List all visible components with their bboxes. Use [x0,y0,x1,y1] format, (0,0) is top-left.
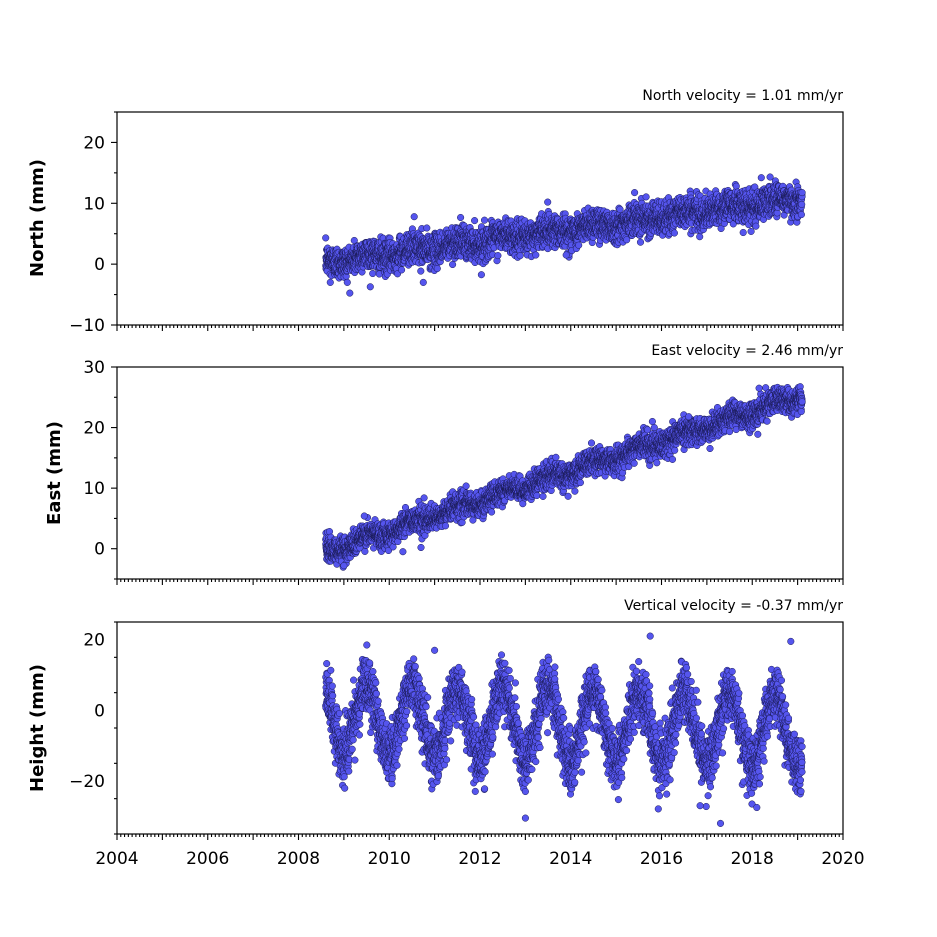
data-point [417,267,425,275]
data-point [322,234,330,242]
data-point [423,224,431,232]
data-points [322,173,806,297]
data-point [494,252,502,260]
data-point [398,266,406,274]
data-point [798,200,806,208]
outlier-point [410,213,418,221]
data-point [449,260,457,269]
outlier-point [326,278,334,286]
data-point [636,238,645,246]
data-point [480,216,489,224]
data-point [747,227,755,235]
data-point [616,205,624,213]
y-tick-label: 10 [83,194,105,214]
north-axis-label: North (mm) [27,159,48,277]
data-point [346,289,354,297]
north-velocity-label: North velocity = 1.01 mm/yr [642,88,843,104]
data-point [642,193,650,201]
outlier-point [757,174,765,182]
panel-north: North velocity = 1.01 mm/yr North (mm) 2… [27,88,844,336]
data-point [457,213,465,222]
data-point [420,494,428,502]
east-axis-label: East (mm) [44,421,65,525]
data-point [516,252,524,260]
y-tick-label: 0 [94,255,105,275]
data-points [322,383,806,571]
outlier-point [562,251,570,259]
data-point [575,241,583,249]
outlier-point [419,278,427,286]
y-tick-label: −10 [69,316,105,336]
east-velocity-label: East velocity = 2.46 mm/yr [651,343,843,359]
y-tick-label: 20 [83,133,105,153]
data-point [433,264,441,273]
data-point [732,182,740,190]
panel-east: East velocity = 2.46 mm/yr East (mm) 302… [44,343,844,585]
data-point [532,251,540,259]
data-point [343,278,351,286]
data-point [696,233,704,241]
data-point [361,547,369,555]
outlier-point [739,228,747,237]
data-point [350,236,358,245]
data-point [631,189,639,197]
data-point [544,198,552,206]
data-point [797,211,805,219]
data-point [670,229,678,237]
data-point [369,269,377,278]
data-point [798,189,806,197]
data-point [366,283,374,291]
data-point [752,222,760,230]
data-point [471,217,479,225]
data-point [477,271,485,279]
